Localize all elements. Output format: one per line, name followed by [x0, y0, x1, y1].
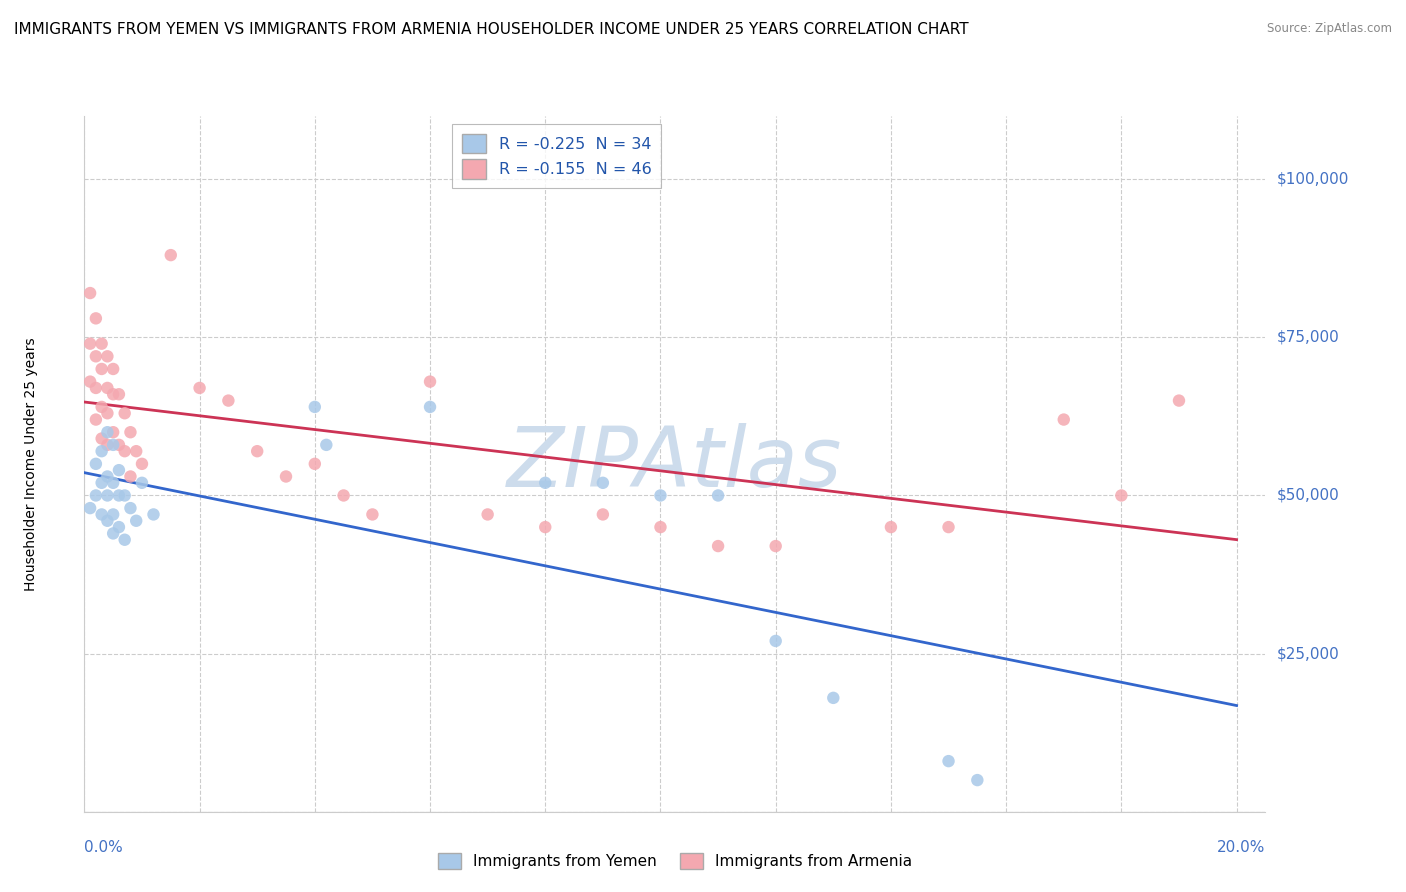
Point	[79, 286, 101, 301]
Point	[1168, 393, 1191, 408]
Point	[188, 381, 211, 395]
Point	[304, 457, 326, 471]
Point	[246, 444, 269, 458]
Point	[125, 514, 148, 528]
Point	[108, 387, 131, 401]
Point	[90, 362, 112, 376]
Point	[101, 438, 124, 452]
Point	[84, 311, 107, 326]
Point	[101, 362, 124, 376]
Point	[90, 444, 112, 458]
Point	[114, 406, 136, 420]
Point	[142, 508, 165, 522]
Point	[114, 488, 136, 502]
Point	[477, 508, 499, 522]
Point	[1111, 488, 1133, 502]
Point	[96, 514, 118, 528]
Point	[108, 463, 131, 477]
Point	[419, 400, 441, 414]
Point	[938, 754, 960, 768]
Point	[108, 438, 131, 452]
Point	[765, 539, 787, 553]
Point	[880, 520, 903, 534]
Point	[120, 425, 142, 440]
Point	[108, 520, 131, 534]
Point	[96, 438, 118, 452]
Point	[823, 690, 845, 705]
Point	[966, 773, 988, 788]
Point	[90, 432, 112, 446]
Point	[96, 488, 118, 502]
Legend: Immigrants from Yemen, Immigrants from Armenia: Immigrants from Yemen, Immigrants from A…	[432, 847, 918, 875]
Point	[90, 475, 112, 490]
Point	[101, 526, 124, 541]
Point	[120, 501, 142, 516]
Point	[90, 508, 112, 522]
Point	[315, 438, 337, 452]
Point	[84, 488, 107, 502]
Point	[96, 349, 118, 363]
Point	[101, 387, 124, 401]
Point	[79, 501, 101, 516]
Point	[96, 425, 118, 440]
Text: ZIPAtlas: ZIPAtlas	[508, 424, 842, 504]
Text: $50,000: $50,000	[1277, 488, 1340, 503]
Point	[304, 400, 326, 414]
Point	[96, 381, 118, 395]
Point	[131, 457, 153, 471]
Point	[274, 469, 297, 483]
Point	[592, 475, 614, 490]
Point	[84, 412, 107, 426]
Point	[1053, 412, 1076, 426]
Point	[96, 469, 118, 483]
Point	[101, 475, 124, 490]
Point	[650, 488, 672, 502]
Text: Source: ZipAtlas.com: Source: ZipAtlas.com	[1267, 22, 1392, 36]
Point	[101, 425, 124, 440]
Point	[938, 520, 960, 534]
Point	[592, 508, 614, 522]
Text: $25,000: $25,000	[1277, 646, 1340, 661]
Point	[650, 520, 672, 534]
Point	[534, 475, 557, 490]
Point	[707, 539, 730, 553]
Point	[125, 444, 148, 458]
Point	[765, 634, 787, 648]
Point	[90, 336, 112, 351]
Point	[114, 533, 136, 547]
Point	[120, 469, 142, 483]
Point	[79, 375, 101, 389]
Point	[101, 508, 124, 522]
Point	[217, 393, 239, 408]
Text: 20.0%: 20.0%	[1218, 839, 1265, 855]
Point	[84, 349, 107, 363]
Point	[131, 475, 153, 490]
Point	[108, 488, 131, 502]
Point	[96, 406, 118, 420]
Point	[90, 400, 112, 414]
Text: IMMIGRANTS FROM YEMEN VS IMMIGRANTS FROM ARMENIA HOUSEHOLDER INCOME UNDER 25 YEA: IMMIGRANTS FROM YEMEN VS IMMIGRANTS FROM…	[14, 22, 969, 37]
Point	[534, 520, 557, 534]
Text: Householder Income Under 25 years: Householder Income Under 25 years	[24, 337, 38, 591]
Point	[332, 488, 354, 502]
Point	[114, 444, 136, 458]
Point	[361, 508, 384, 522]
Text: $100,000: $100,000	[1277, 172, 1348, 186]
Point	[159, 248, 181, 262]
Text: 0.0%: 0.0%	[84, 839, 124, 855]
Point	[707, 488, 730, 502]
Point	[419, 375, 441, 389]
Text: $75,000: $75,000	[1277, 330, 1340, 345]
Point	[79, 336, 101, 351]
Point	[84, 381, 107, 395]
Legend: R = -0.225  N = 34, R = -0.155  N = 46: R = -0.225 N = 34, R = -0.155 N = 46	[453, 124, 661, 188]
Point	[84, 457, 107, 471]
